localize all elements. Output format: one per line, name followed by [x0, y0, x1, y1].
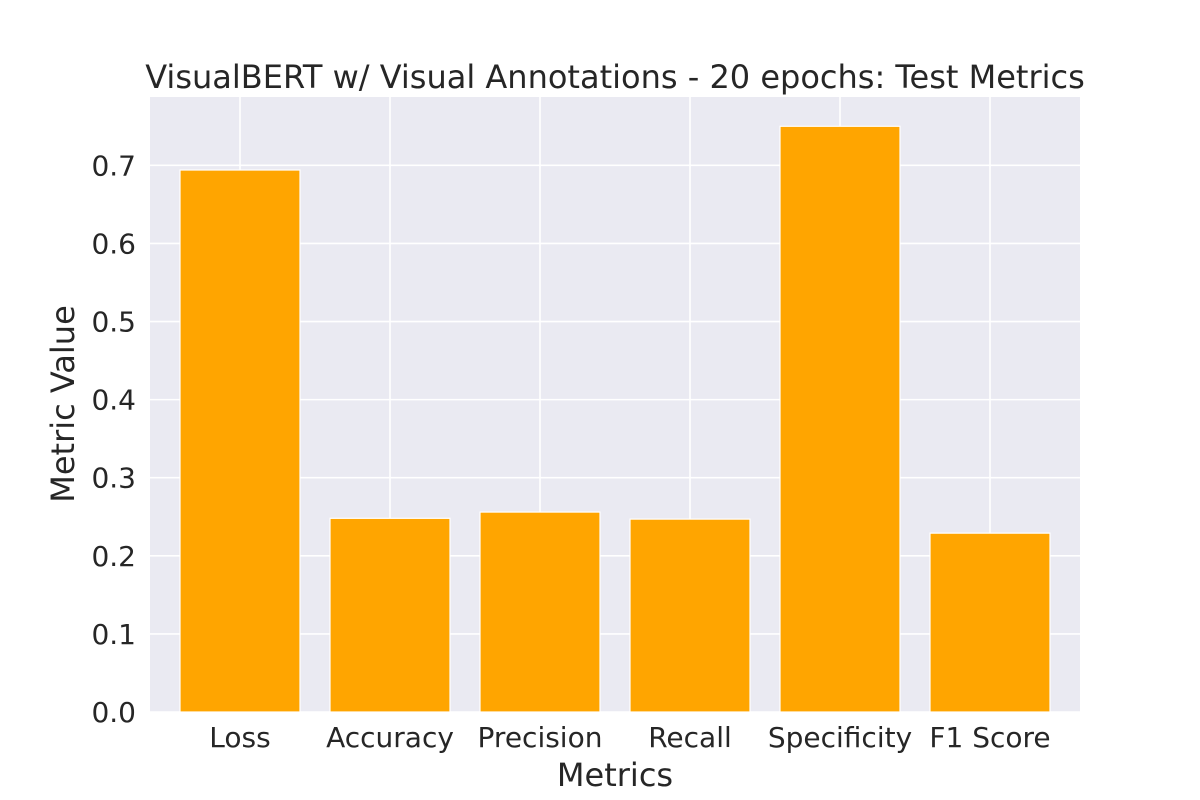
- chart-title: VisualBERT w/ Visual Annotations - 20 ep…: [145, 58, 1085, 96]
- y-tick-label: 0.5: [91, 306, 136, 339]
- y-tick-label: 0.3: [91, 462, 136, 495]
- x-axis-label: Metrics: [557, 756, 673, 794]
- y-tick-label: 0.7: [91, 149, 136, 182]
- y-axis-label: Metric Value: [44, 305, 82, 503]
- x-tick-label: F1 Score: [929, 721, 1050, 754]
- x-tick-labels: Loss Accuracy Precision Recall Specificity F1…: [209, 721, 1050, 754]
- y-tick-label: 0.0: [91, 696, 136, 729]
- y-tick-labels: 0.0 0.1 0.2 0.3 0.4 0.5 0.6 0.7: [91, 149, 136, 729]
- y-tick-label: 0.4: [91, 384, 136, 417]
- bar-accuracy: [329, 517, 451, 713]
- y-tick-label: 0.2: [91, 540, 136, 573]
- bar-f1-score: [929, 532, 1051, 713]
- plot-area: [150, 97, 1080, 712]
- y-tick-label: 0.1: [91, 618, 136, 651]
- bar-loss: [179, 169, 301, 713]
- x-tick-label: Recall: [648, 721, 732, 754]
- x-tick-label: Loss: [209, 721, 270, 754]
- bar-recall: [629, 518, 751, 713]
- bar-specificity: [779, 125, 901, 713]
- y-tick-label: 0.6: [91, 227, 136, 260]
- bars: [179, 125, 1051, 713]
- x-tick-label: Precision: [478, 721, 603, 754]
- bar-precision: [479, 511, 601, 713]
- x-tick-label: Accuracy: [326, 721, 454, 754]
- x-tick-label: Specificity: [768, 721, 912, 754]
